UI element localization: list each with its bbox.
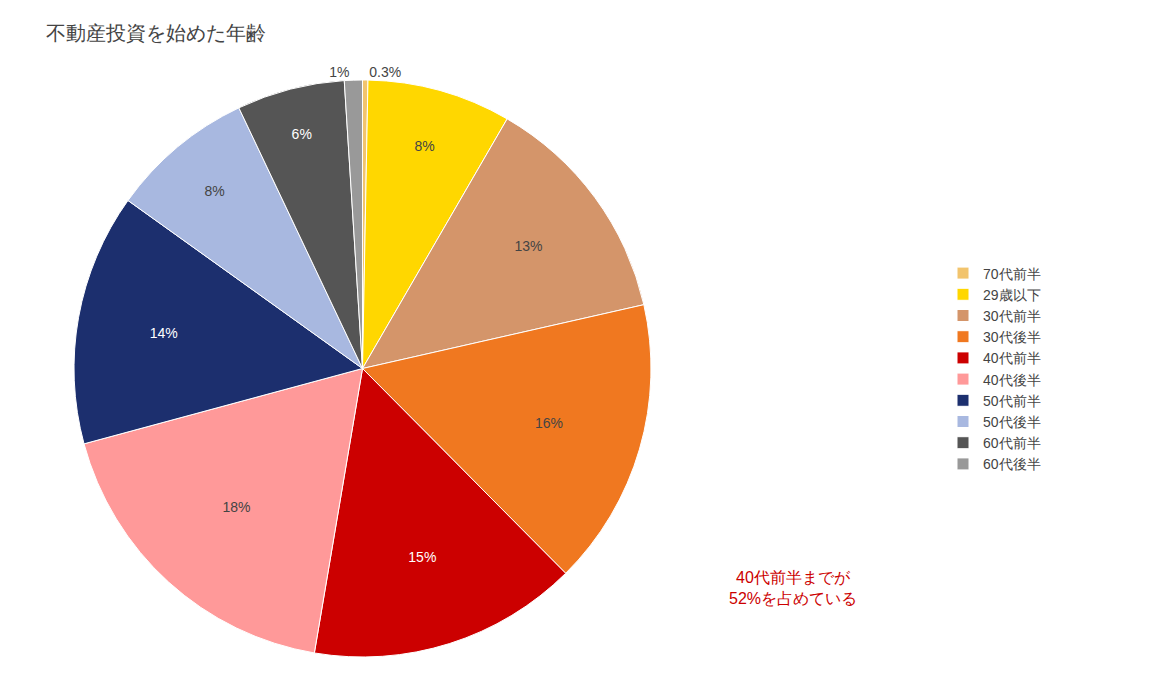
svg-text:30代前半: 30代前半 — [983, 308, 1041, 324]
svg-text:29歳以下: 29歳以下 — [983, 287, 1041, 303]
svg-text:18%: 18% — [222, 499, 250, 515]
svg-text:8%: 8% — [204, 183, 224, 199]
svg-text:1%: 1% — [329, 64, 349, 80]
svg-text:16%: 16% — [535, 415, 563, 431]
svg-text:60代後半: 60代後半 — [983, 456, 1041, 472]
svg-text:0.3%: 0.3% — [369, 64, 401, 80]
svg-text:14%: 14% — [150, 325, 178, 341]
svg-text:15%: 15% — [408, 549, 436, 565]
svg-text:6%: 6% — [292, 126, 312, 142]
svg-text:8%: 8% — [414, 138, 434, 154]
svg-text:70代前半: 70代前半 — [983, 266, 1041, 282]
svg-text:50代前半: 50代前半 — [983, 393, 1041, 409]
svg-text:50代後半: 50代後半 — [983, 414, 1041, 430]
svg-text:30代後半: 30代後半 — [983, 329, 1041, 345]
svg-text:40代後半: 40代後半 — [983, 372, 1041, 388]
svg-text:40代前半までが52%を占めている: 40代前半までが52%を占めている — [729, 569, 857, 607]
svg-text:40代前半: 40代前半 — [983, 350, 1041, 366]
svg-text:不動産投資を始めた年齢: 不動産投資を始めた年齢 — [46, 22, 266, 44]
svg-text:13%: 13% — [514, 238, 542, 254]
svg-text:60代前半: 60代前半 — [983, 435, 1041, 451]
